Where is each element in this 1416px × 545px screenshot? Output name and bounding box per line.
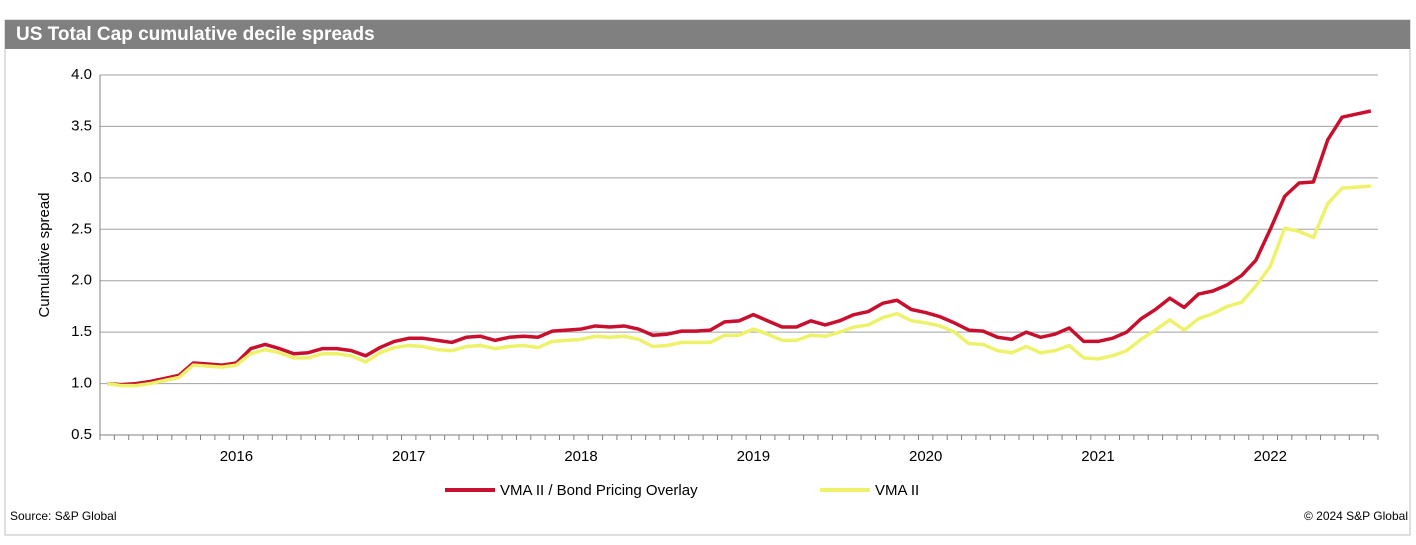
y-tick-label: 4.0 [71, 66, 92, 83]
x-tick-label: 2019 [737, 448, 770, 465]
series-line [106, 184, 1371, 388]
x-tick-label: 2017 [392, 448, 425, 465]
x-tick-label: 2021 [1081, 448, 1114, 465]
y-tick-label: 1.5 [71, 323, 92, 340]
x-tick-label: 2022 [1254, 448, 1287, 465]
copyright: © 2024 S&P Global [1304, 509, 1408, 523]
legend-label: VMA II [875, 482, 919, 499]
series-line [107, 109, 1372, 387]
y-tick-label: 3.0 [71, 169, 92, 186]
y-tick-label: 2.5 [71, 220, 92, 237]
y-tick-label: 1.0 [71, 375, 92, 392]
x-tick-label: 2016 [220, 448, 253, 465]
y-tick-label: 2.0 [71, 272, 92, 289]
y-tick-label: 3.5 [71, 117, 92, 134]
x-tick-label: 2018 [564, 448, 597, 465]
y-tick-label: 0.5 [71, 426, 92, 443]
frame [4, 19, 1411, 536]
source: Source: S&P Global [10, 509, 117, 523]
y-axis-label: Cumulative spread [36, 192, 53, 317]
title-bar [5, 20, 1410, 49]
legend-label: VMA II / Bond Pricing Overlay [500, 482, 698, 499]
chart-title: US Total Cap cumulative decile spreads [16, 24, 375, 45]
x-tick-label: 2020 [909, 448, 942, 465]
